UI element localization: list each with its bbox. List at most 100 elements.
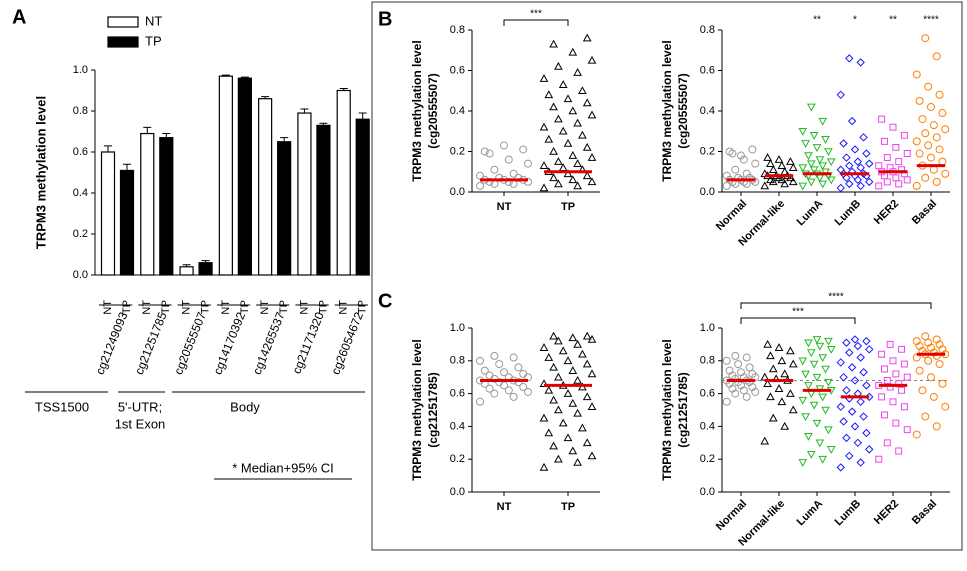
data-point bbox=[818, 455, 828, 464]
data-point bbox=[786, 157, 795, 165]
error-bar bbox=[221, 74, 230, 77]
x-tick-label: NT bbox=[259, 300, 271, 315]
data-point bbox=[742, 169, 751, 178]
data-point bbox=[558, 80, 568, 88]
error-bar bbox=[358, 112, 367, 120]
data-point bbox=[549, 362, 558, 371]
data-point bbox=[826, 176, 836, 185]
x-tick-label: TP bbox=[278, 300, 290, 314]
y-tick-label: 1.0 bbox=[450, 322, 465, 334]
y-tick-label: 0.6 bbox=[700, 64, 715, 76]
data-point bbox=[798, 164, 808, 173]
data-point bbox=[818, 117, 828, 126]
data-point bbox=[929, 121, 938, 130]
significance-star: **** bbox=[923, 15, 939, 26]
data-point bbox=[563, 169, 573, 178]
data-point bbox=[549, 173, 558, 182]
data-point bbox=[836, 463, 845, 472]
data-point bbox=[892, 143, 900, 151]
error-bar bbox=[300, 108, 309, 114]
region-label: TSS1500 bbox=[35, 399, 89, 414]
data-point bbox=[578, 423, 587, 432]
data-point bbox=[865, 445, 874, 454]
data-point bbox=[768, 364, 778, 373]
data-point bbox=[821, 365, 830, 374]
data-point bbox=[544, 134, 554, 143]
data-point bbox=[847, 363, 857, 372]
y-tick-label: 0.8 bbox=[700, 24, 715, 36]
data-point bbox=[812, 336, 822, 345]
data-point bbox=[921, 34, 930, 43]
data-point bbox=[774, 343, 784, 351]
data-point bbox=[587, 402, 597, 411]
data-point bbox=[932, 335, 941, 344]
x-tick-label: NT bbox=[102, 300, 114, 315]
data-point bbox=[544, 385, 554, 394]
data-point bbox=[903, 426, 911, 434]
data-point bbox=[898, 386, 906, 394]
y-tick-label: 1.0 bbox=[73, 64, 88, 76]
data-point bbox=[763, 339, 772, 348]
data-point bbox=[568, 47, 578, 56]
bar bbox=[316, 124, 331, 276]
data-point bbox=[826, 346, 836, 354]
data-point bbox=[742, 353, 751, 362]
data-point bbox=[815, 342, 825, 351]
x-tick-label: NT bbox=[497, 501, 512, 513]
data-point bbox=[926, 153, 936, 162]
data-point bbox=[475, 397, 485, 406]
data-point bbox=[544, 428, 554, 437]
data-point bbox=[587, 153, 597, 161]
data-point bbox=[475, 181, 485, 190]
data-point bbox=[499, 381, 509, 390]
panel-letter: A bbox=[12, 6, 26, 28]
data-point bbox=[563, 389, 573, 397]
data-point bbox=[573, 375, 582, 384]
data-point bbox=[558, 126, 568, 135]
data-point bbox=[745, 363, 754, 372]
y-tick-label: 0.0 bbox=[700, 186, 715, 198]
data-point bbox=[549, 441, 558, 450]
data-point bbox=[578, 130, 587, 139]
region-label: 1st Exon bbox=[115, 416, 166, 431]
error-bar bbox=[280, 137, 289, 142]
data-point bbox=[883, 377, 891, 384]
x-tick-label: TP bbox=[199, 300, 211, 314]
region-label: Body bbox=[230, 399, 260, 414]
data-point bbox=[824, 337, 833, 346]
x-tick-label: TP bbox=[160, 300, 172, 314]
data-point bbox=[788, 177, 798, 186]
y-axis-label: TRPM3 methylation level bbox=[660, 339, 674, 480]
data-point bbox=[836, 90, 845, 100]
data-point bbox=[798, 459, 808, 468]
bar bbox=[140, 132, 155, 276]
data-point bbox=[736, 151, 746, 160]
data-point bbox=[892, 370, 900, 378]
data-point bbox=[938, 345, 947, 354]
data-point bbox=[573, 408, 582, 417]
y-axis-label: TRPM3 methylation level bbox=[410, 339, 424, 480]
data-point bbox=[760, 181, 770, 190]
data-point bbox=[935, 360, 944, 369]
data-point bbox=[929, 392, 938, 401]
data-point bbox=[941, 350, 950, 359]
data-point bbox=[563, 433, 573, 442]
data-point bbox=[568, 366, 578, 374]
data-point bbox=[514, 363, 523, 372]
data-point bbox=[804, 339, 813, 348]
data-point bbox=[878, 393, 886, 401]
comparison-bracket bbox=[503, 19, 569, 26]
y-tick-label: 0.4 bbox=[450, 105, 465, 117]
data-point bbox=[812, 419, 822, 428]
data-point bbox=[774, 173, 784, 182]
data-point bbox=[856, 458, 865, 467]
data-point bbox=[935, 340, 944, 349]
data-point bbox=[582, 171, 592, 180]
bar bbox=[297, 112, 312, 276]
data-point bbox=[826, 446, 836, 454]
data-point bbox=[821, 406, 830, 415]
data-point bbox=[582, 142, 592, 151]
data-point bbox=[845, 451, 854, 461]
data-point bbox=[932, 133, 941, 142]
y-tick-label: 0.8 bbox=[450, 24, 465, 36]
